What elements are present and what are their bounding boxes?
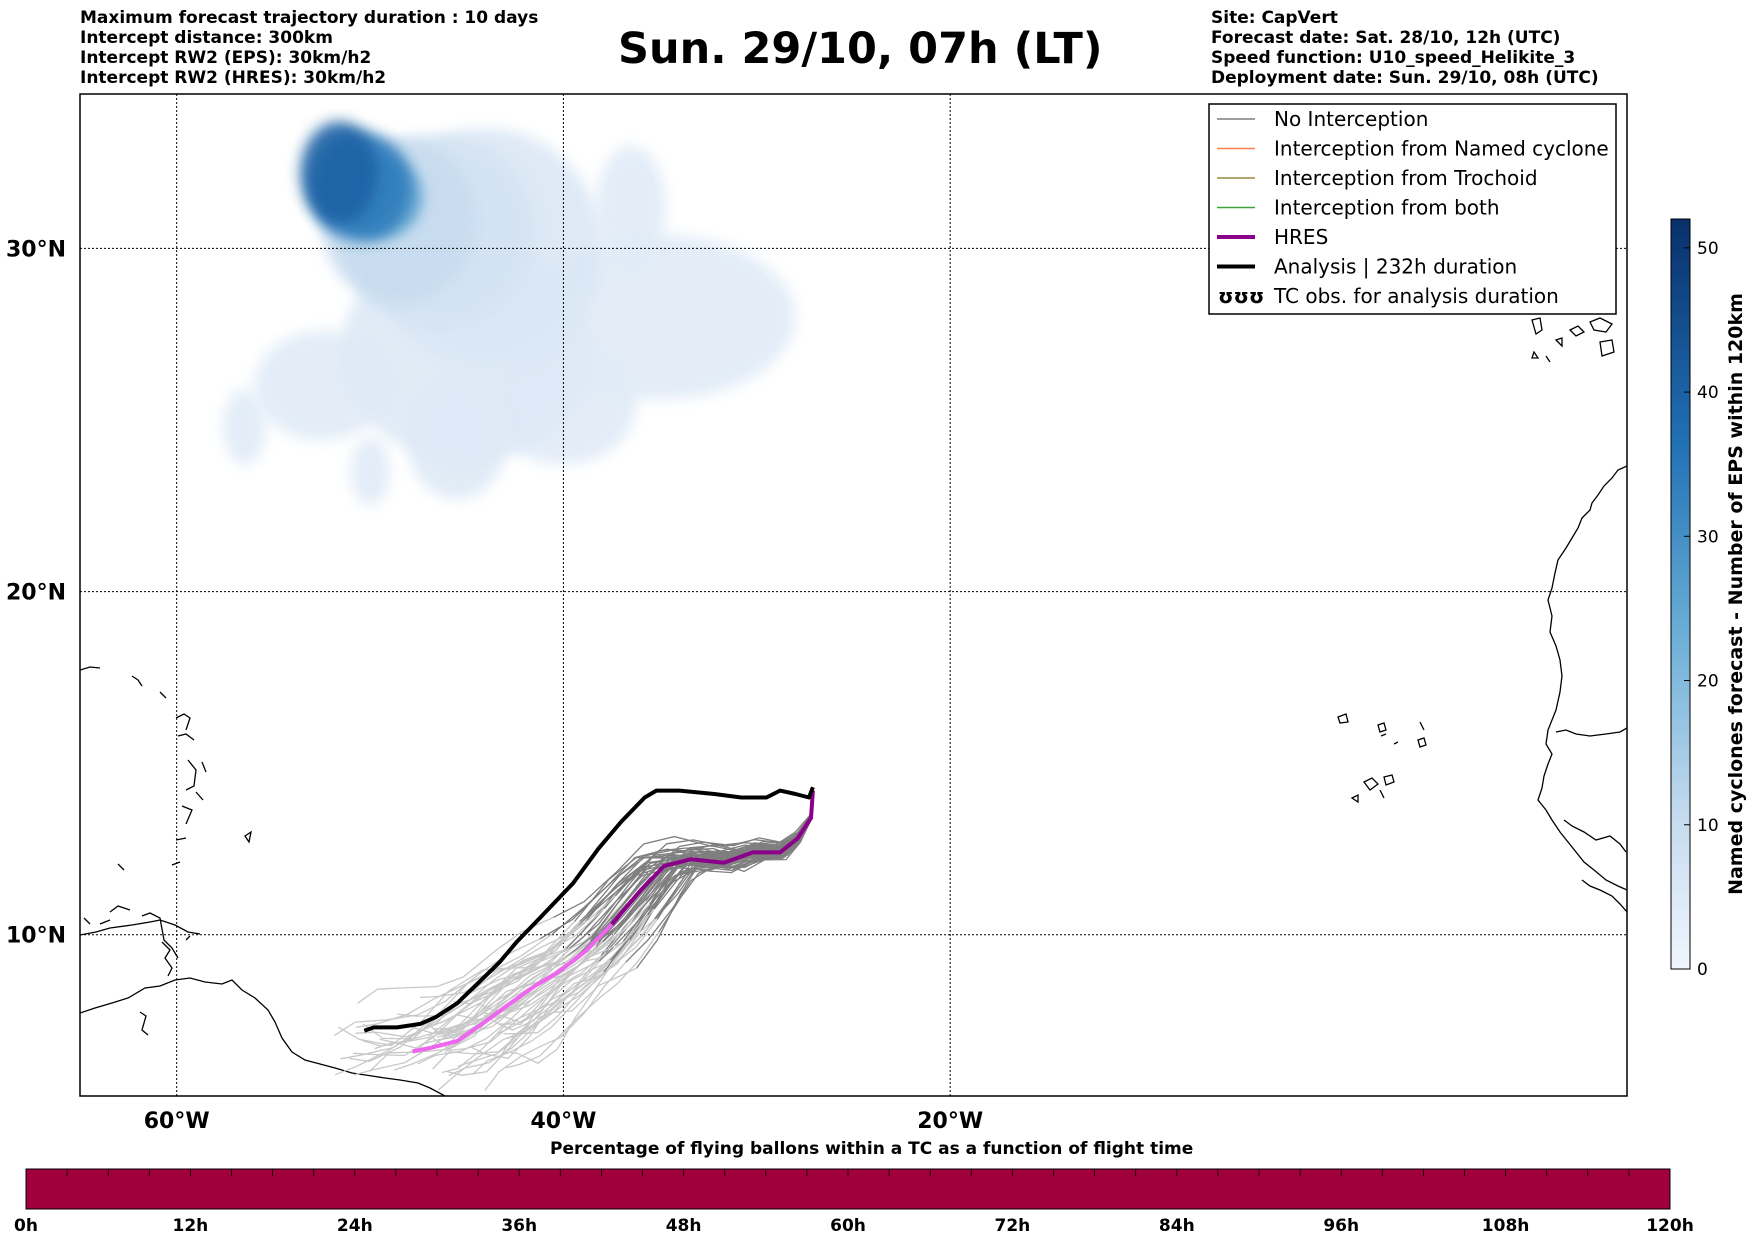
hres-track-early <box>610 790 815 926</box>
analysis-track <box>363 786 815 1033</box>
colorbar-tick-label: 0 <box>1697 960 1708 980</box>
colorbar: 0 10 20 30 40 50 Named cyclones forecast - Nu… <box>1670 218 1747 980</box>
trajectory-layer <box>334 790 814 1091</box>
legend-label: Analysis | 232h duration <box>1274 255 1517 279</box>
eps-trajectory-early <box>658 790 814 933</box>
lat-tick-label: 10°N <box>6 924 66 949</box>
eps-trajectory-late <box>419 895 616 999</box>
eps-trajectory-late <box>353 937 583 1076</box>
run-info-right: Site: CapVert Forecast date: Sat. 28/10,… <box>1211 8 1599 88</box>
flight-time-tick-label: 12h <box>173 1216 209 1236</box>
forecast-date-text: Forecast date: Sat. 28/10, 12h (UTC) <box>1211 28 1561 48</box>
eps-trajectory-late <box>437 944 600 1041</box>
eps-trajectory-late <box>379 948 567 1044</box>
lat-tick-label: 20°N <box>6 581 66 606</box>
flight-time-tick-label: 72h <box>995 1216 1031 1236</box>
colorbar-gradient <box>1670 218 1691 970</box>
intercept-distance-text: Intercept distance: 300km <box>80 28 333 48</box>
colorbar-tick-label: 40 <box>1697 383 1719 403</box>
map-frame <box>79 93 1628 1097</box>
legend-label: HRES <box>1274 225 1328 249</box>
percentage-bar: 0h 12h 24h 36h 48h 60h 72h 84h 96h 108h 120h <box>14 1168 1694 1236</box>
latitude-labels: 30°N 20°N 10°N <box>6 237 66 948</box>
coastlines <box>80 317 1627 1096</box>
density-blob <box>350 437 390 506</box>
colorbar-tick-label: 30 <box>1697 527 1719 547</box>
eps-trajectory-late <box>357 916 554 1004</box>
eps-trajectory-late <box>397 907 605 1017</box>
legend-label: Interception from Named cyclone <box>1274 137 1609 161</box>
cyclone-density-field <box>223 121 796 506</box>
flight-time-tick-label: 60h <box>830 1216 866 1236</box>
canary-islands <box>1531 317 1615 363</box>
colorbar-tick-label: 10 <box>1697 816 1719 836</box>
colorbar-tick-label: 20 <box>1697 672 1719 692</box>
venezuela-islands <box>80 912 201 1036</box>
lon-tick-label: 40°W <box>530 1109 596 1134</box>
eps-trajectory-late <box>498 905 656 1031</box>
deployment-date-text: Deployment date: Sun. 29/10, 08h (UTC) <box>1211 68 1599 88</box>
lesser-antilles <box>80 666 252 925</box>
colorbar-tick-label: 50 <box>1697 239 1719 259</box>
page-title: Sun. 29/10, 07h (LT) <box>618 24 1103 74</box>
eps-trajectory-late <box>484 914 649 1024</box>
lat-tick-label: 30°N <box>6 237 66 262</box>
flight-time-tick-label: 24h <box>337 1216 373 1236</box>
density-blob <box>300 121 378 225</box>
lon-tick-label: 20°W <box>917 1109 983 1134</box>
max-duration-text: Maximum forecast trajectory duration : 1… <box>80 8 539 28</box>
run-info-left: Maximum forecast trajectory duration : 1… <box>80 8 538 88</box>
density-blob <box>406 375 508 499</box>
eps-trajectory-late <box>448 939 631 1077</box>
flight-time-tick-label: 0h <box>14 1216 38 1236</box>
speed-function-text: Speed function: U10_speed_Helikite_3 <box>1211 48 1576 68</box>
eps-trajectory-late <box>457 959 611 1067</box>
legend-label: Interception from both <box>1274 196 1500 220</box>
eps-trajectory-late <box>484 961 627 1091</box>
lon-tick-label: 60°W <box>144 1109 210 1134</box>
legend-label: Interception from Trochoid <box>1274 166 1538 190</box>
legend: No Interception Interception from Named c… <box>1208 103 1617 315</box>
south-america-coast <box>80 977 446 1096</box>
flight-time-tick-label: 120h <box>1646 1216 1694 1236</box>
eps-trajectory-late <box>432 946 597 1050</box>
intercept-eps-text: Intercept RW2 (EPS): 30km/h2 <box>80 48 372 68</box>
cape-verde-islands <box>1337 713 1427 804</box>
hres-track-late <box>412 922 614 1054</box>
flight-time-tick-label: 108h <box>1482 1216 1530 1236</box>
flight-time-tick-label: 96h <box>1323 1216 1359 1236</box>
eps-trajectory-late <box>446 971 605 1076</box>
eps-trajectory-late <box>355 933 553 1028</box>
eps-trajectory-late <box>507 913 661 1039</box>
longitude-labels: 60°W 40°W 20°W <box>144 1109 983 1134</box>
africa-coast-details <box>1555 727 1627 913</box>
eps-trajectory-late <box>432 942 623 1070</box>
eps-trajectory-late <box>498 918 656 1059</box>
site-text: Site: CapVert <box>1211 8 1338 28</box>
flight-time-tick-label: 36h <box>501 1216 537 1236</box>
legend-box <box>1208 103 1617 315</box>
flight-time-tick-label: 48h <box>666 1216 702 1236</box>
legend-glyph-tc-obs: ʊʊʊ <box>1218 284 1264 308</box>
intercept-hres-text: Intercept RW2 (HRES): 30km/h2 <box>80 68 387 88</box>
eps-trajectory-early <box>615 790 814 897</box>
legend-label: No Interception <box>1274 107 1428 131</box>
eps-trajectory-late <box>422 940 591 1036</box>
eps-trajectory-late <box>338 921 575 1047</box>
legend-label: TC obs. for analysis duration <box>1273 284 1559 308</box>
eps-trajectory-late <box>505 931 660 1069</box>
density-blob <box>223 389 266 465</box>
africa-coast <box>1537 465 1627 891</box>
eps-trajectory-late <box>417 933 615 1065</box>
flight-time-tick-label: 84h <box>1159 1216 1195 1236</box>
percentage-bar-title: Percentage of flying ballons within a TC… <box>550 1139 1194 1159</box>
colorbar-title: Named cyclones forecast - Number of EPS … <box>1725 293 1747 895</box>
eps-trajectory-late <box>503 967 637 1064</box>
eps-trajectory-early <box>603 790 814 973</box>
